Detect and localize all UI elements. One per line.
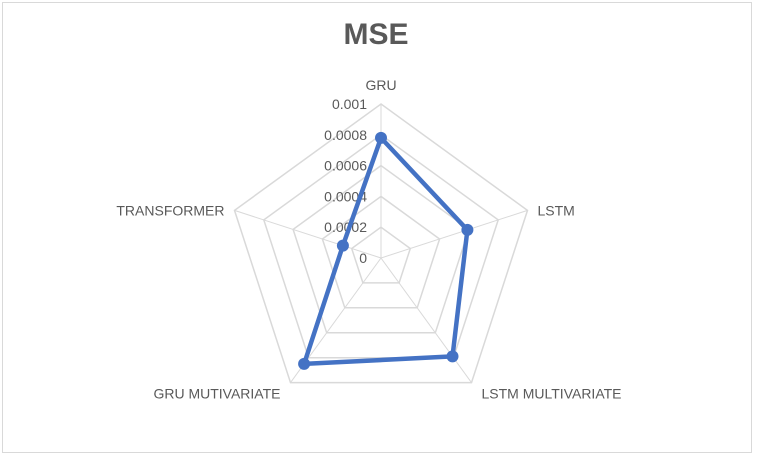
spoke-2 [380,257,472,383]
axis-label-lstm-multivariate: LSTM MULTIVARIATE [482,386,622,402]
series-line-0 [301,135,470,367]
chart-title: MSE [343,18,409,51]
gridline-ring-4 [262,133,500,359]
tick-label: 0.0002 [324,219,367,235]
radar-tick-labels: 0 0.0002 0.0004 0.0006 0.0008 0.001 [324,96,367,266]
data-point-3 [298,357,311,370]
spoke-1 [380,209,528,259]
radar-grid [233,103,529,384]
radar-spokes [234,104,528,383]
tick-label: 0 [359,250,367,266]
radar-series [298,131,474,370]
data-point-2 [446,350,459,363]
data-point-0 [375,131,387,144]
axis-label-gru: GRU [365,77,396,93]
tick-label: 0.0008 [324,127,367,143]
tick-label: 0.001 [332,96,367,112]
spoke-4 [234,209,382,259]
axis-label-lstm: LSTM [538,202,575,218]
chart-frame [2,2,752,453]
gridline-ring-5 [233,103,529,384]
axis-label-gru-mutivariate: GRU MUTIVARIATE [153,386,280,402]
data-point-4 [336,239,349,252]
axis-label-transformer: TRANSFORMER [116,202,224,218]
gridline-ring-1 [350,226,412,284]
tick-label: 0.0006 [324,158,367,174]
tick-label: 0.0004 [324,188,367,204]
gridline-ring-2 [321,195,441,309]
data-point-1 [461,223,474,236]
radar-axis-labels: GRU LSTM LSTM MULTIVARIATE GRU MUTIVARIATE T… [116,77,621,402]
